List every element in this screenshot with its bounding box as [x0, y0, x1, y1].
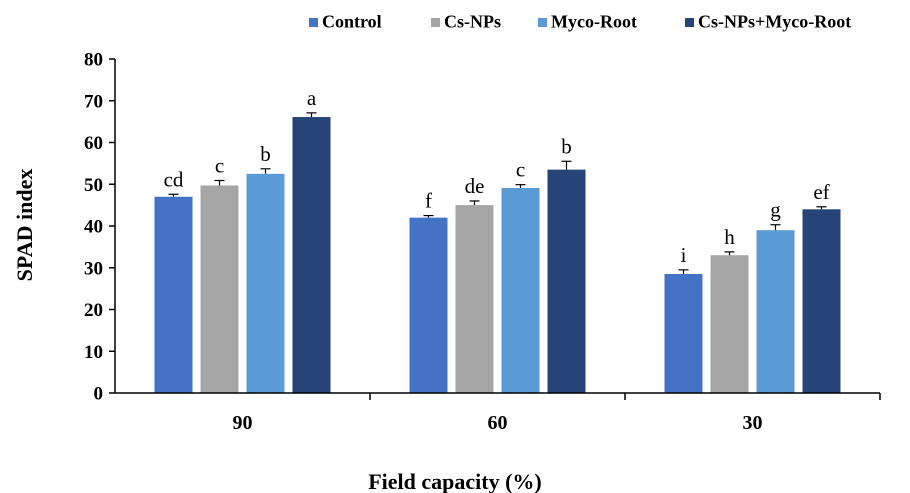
y-tick-label: 10 [84, 342, 103, 363]
significance-letter: b [561, 134, 572, 158]
y-tick-label: 50 [84, 175, 103, 196]
bar-cs-nps-myco-root-90 [292, 117, 331, 393]
legend-swatch [309, 18, 318, 27]
bar-myco-root-90 [246, 173, 285, 393]
y-tick-label: 0 [94, 384, 104, 405]
bar-cs-nps-60 [455, 205, 494, 393]
x-axis: 90 60 30 [115, 392, 881, 434]
x-axis-title: Field capacity (%) [368, 469, 542, 493]
bar-cs-nps-90 [200, 185, 239, 393]
legend-label: Cs-NPs+Myco-Root [698, 12, 851, 32]
significance-letter: f [425, 189, 432, 213]
significance-letter: g [770, 198, 781, 222]
y-tick-label: 40 [84, 217, 103, 238]
y-axis: 0 10 20 30 40 50 60 70 80 [84, 50, 116, 405]
bar-control-90 [154, 196, 193, 393]
y-tick-label: 70 [84, 91, 103, 112]
bar-control-60 [409, 217, 448, 393]
bar-cs-nps-30 [710, 255, 749, 393]
legend-swatch [431, 18, 440, 27]
x-category-label: 90 [233, 412, 253, 434]
x-category-label: 60 [488, 412, 508, 434]
bar-myco-root-60 [501, 188, 540, 393]
legend-label: Cs-NPs [444, 12, 501, 32]
x-category-label: 30 [743, 412, 763, 434]
significance-letter: h [724, 225, 735, 249]
legend-label: Control [322, 12, 382, 32]
bar-cs-nps-myco-root-30 [802, 209, 841, 393]
legend: Control Cs-NPs Myco-Root Cs-NPs+Myco-Root [309, 12, 851, 32]
significance-letters: cd f i c de h b c g a b ef [164, 86, 830, 267]
legend-label: Myco-Root [551, 12, 637, 32]
significance-letter: cd [164, 167, 184, 191]
y-tick-label: 80 [84, 50, 103, 71]
bar-cs-nps-myco-root-60 [547, 169, 586, 393]
y-axis-title: SPAD index [12, 169, 37, 282]
significance-letter: c [215, 153, 224, 177]
error-bars [168, 112, 827, 275]
significance-letter: b [260, 142, 271, 166]
bar-control-30 [664, 274, 703, 393]
significance-letter: a [307, 86, 317, 110]
y-tick-label: 60 [84, 133, 103, 154]
y-tick-label: 30 [84, 258, 103, 279]
significance-letter: ef [813, 180, 829, 204]
significance-letter: de [465, 174, 485, 198]
significance-letter: c [516, 158, 525, 182]
bar-myco-root-30 [756, 230, 795, 393]
legend-swatch [685, 18, 694, 27]
significance-letter: i [681, 243, 687, 267]
y-tick-label: 20 [84, 300, 103, 321]
legend-swatch [538, 18, 547, 27]
bars [154, 117, 841, 393]
